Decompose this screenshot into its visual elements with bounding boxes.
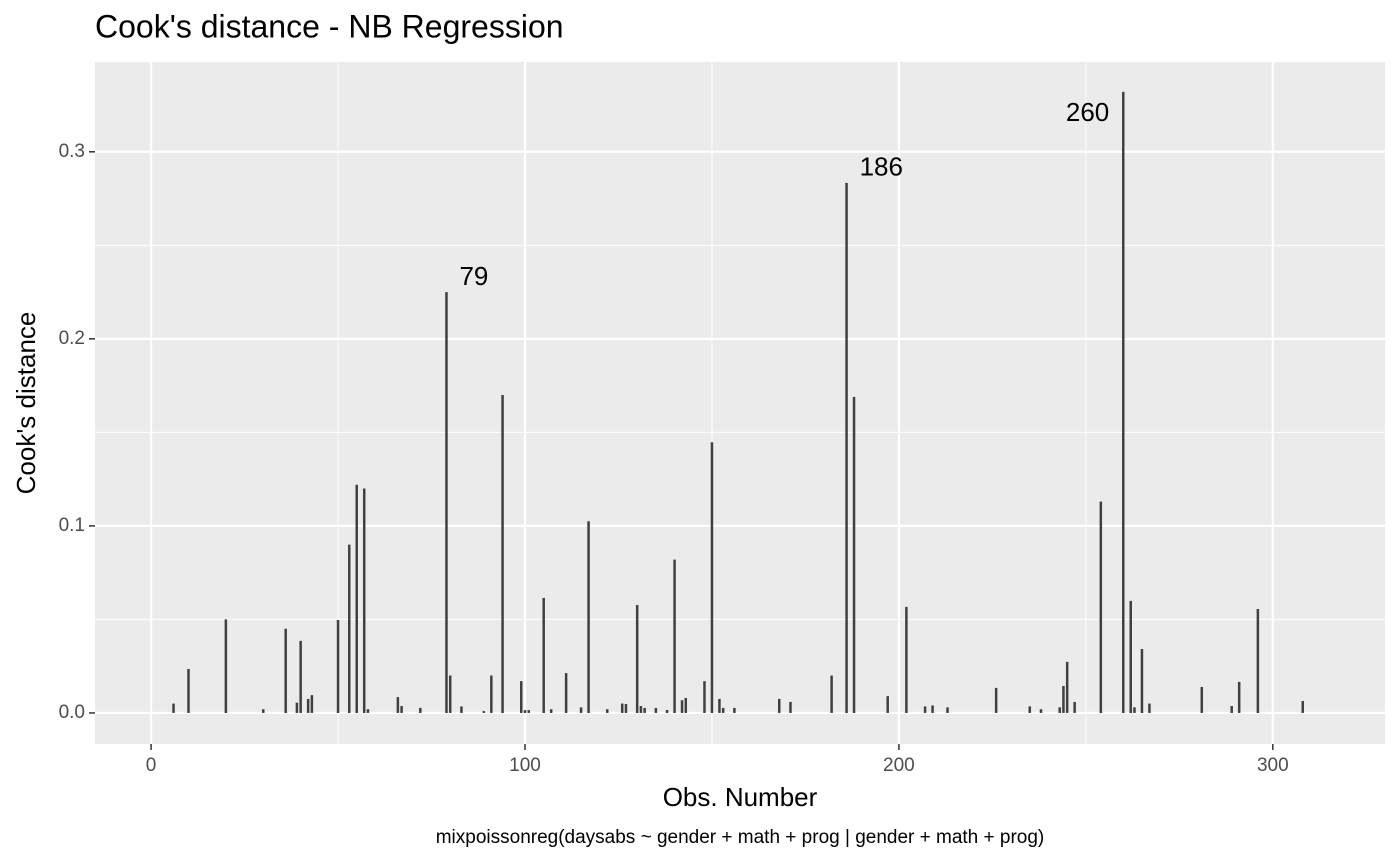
annotation: 79 xyxy=(459,261,488,291)
panel xyxy=(95,62,1385,744)
y-tick-label: 0.3 xyxy=(59,141,85,162)
y-tick-label: 0.1 xyxy=(59,515,85,536)
x-axis-label: Obs. Number xyxy=(663,782,818,812)
y-tick-label: 0.0 xyxy=(59,702,85,723)
x-tick-label: 300 xyxy=(1257,755,1289,776)
caption: mixpoissonreg(daysabs ~ gender + math + … xyxy=(436,827,1045,848)
y-tick-label: 0.2 xyxy=(59,328,85,349)
chart-title: Cook's distance - NB Regression xyxy=(95,8,564,44)
y-axis-label: Cook's distance xyxy=(11,312,41,495)
x-tick-label: 100 xyxy=(509,755,541,776)
annotation: 186 xyxy=(860,152,903,182)
x-tick-label: 200 xyxy=(883,755,915,776)
x-tick-label: 0 xyxy=(146,755,157,776)
annotation: 260 xyxy=(1066,97,1109,127)
